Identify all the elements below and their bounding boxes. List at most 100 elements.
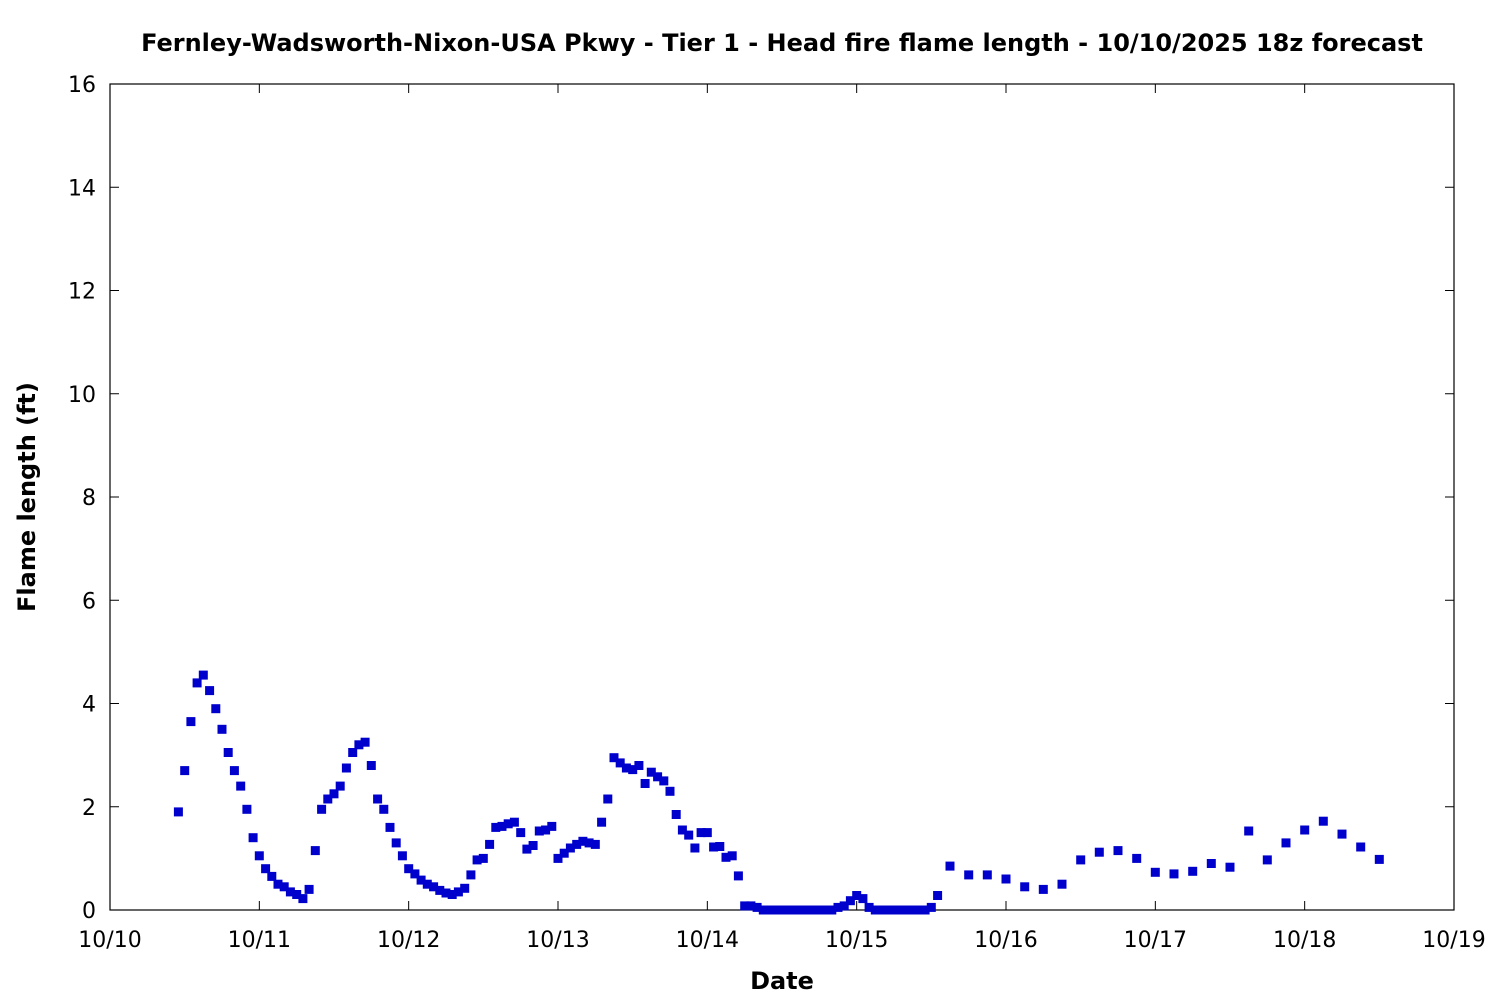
data-point <box>603 794 613 804</box>
x-tick-label: 10/18 <box>1273 928 1336 953</box>
data-point <box>653 772 663 782</box>
data-point <box>796 905 806 915</box>
data-point <box>702 828 712 838</box>
data-point <box>858 894 868 904</box>
data-point <box>1001 874 1011 884</box>
data-point <box>323 794 333 804</box>
data-point <box>360 737 370 747</box>
data-point <box>1169 869 1179 879</box>
data-point <box>460 883 470 893</box>
y-tick-label: 4 <box>82 693 96 718</box>
data-point <box>789 905 799 915</box>
data-point <box>677 825 687 835</box>
data-point <box>329 789 339 799</box>
data-point <box>665 786 675 796</box>
data-point <box>1057 879 1067 889</box>
data-point <box>254 851 264 861</box>
data-point <box>715 842 725 851</box>
data-point <box>373 794 383 804</box>
data-point <box>584 838 594 848</box>
y-tick-label: 0 <box>82 899 96 924</box>
data-point <box>341 763 351 773</box>
data-point <box>621 763 631 773</box>
data-point <box>634 761 644 770</box>
data-point <box>205 686 215 696</box>
data-point <box>522 844 532 854</box>
data-point <box>709 842 719 852</box>
data-point <box>964 870 974 880</box>
data-point <box>1020 882 1030 892</box>
data-point <box>1300 825 1310 835</box>
data-point <box>534 826 544 836</box>
y-tick-label: 8 <box>82 486 96 511</box>
data-point <box>945 861 955 871</box>
data-point <box>211 704 221 714</box>
data-point <box>285 887 295 897</box>
data-point <box>441 888 451 898</box>
y-axis-label: Flame length (ft) <box>13 382 41 612</box>
data-point <box>1150 867 1160 877</box>
data-point <box>889 905 899 915</box>
data-point <box>273 879 283 889</box>
x-axis-label: Date <box>750 967 814 995</box>
data-point <box>901 905 911 915</box>
data-point <box>821 905 831 915</box>
data-point <box>509 817 519 827</box>
data-point <box>640 779 650 788</box>
data-point <box>1188 866 1198 876</box>
data-point <box>833 902 843 912</box>
data-point <box>777 905 787 915</box>
data-point <box>615 758 625 768</box>
data-point <box>758 905 768 915</box>
data-point <box>852 891 862 900</box>
data-point <box>516 828 526 838</box>
data-point <box>242 804 252 814</box>
data-point <box>503 819 513 829</box>
data-point <box>870 905 880 915</box>
data-point <box>684 830 694 840</box>
y-tick-label: 12 <box>68 280 96 305</box>
data-point <box>814 905 824 915</box>
data-point <box>485 839 495 849</box>
data-point <box>783 905 793 915</box>
data-point <box>839 901 849 911</box>
data-point <box>541 825 551 835</box>
data-point <box>292 890 302 899</box>
data-point <box>422 879 432 889</box>
data-point <box>304 884 314 894</box>
data-point <box>926 902 936 912</box>
chart-title: Fernley-Wadsworth-Nixon-USA Pkwy - Tier … <box>141 29 1423 57</box>
data-point <box>429 882 439 892</box>
data-point <box>173 807 183 817</box>
data-point <box>1337 829 1347 839</box>
data-point <box>802 905 812 915</box>
data-point <box>298 894 308 904</box>
data-point <box>180 766 190 776</box>
data-point <box>733 871 743 881</box>
data-point <box>845 896 855 906</box>
data-point <box>690 843 700 853</box>
data-point <box>727 851 737 861</box>
data-point <box>982 870 992 880</box>
data-point <box>883 905 893 915</box>
data-point <box>1132 853 1142 863</box>
data-point <box>1356 842 1366 852</box>
data-point <box>1225 862 1235 872</box>
data-point <box>553 853 563 863</box>
data-point <box>491 822 501 832</box>
data-point <box>628 765 638 775</box>
data-point <box>192 678 202 688</box>
data-point <box>198 670 208 680</box>
data-point <box>317 804 327 814</box>
data-point <box>572 839 582 849</box>
data-point <box>908 905 918 915</box>
data-point <box>472 855 482 865</box>
data-point <box>223 748 233 757</box>
x-tick-label: 10/17 <box>1124 928 1187 953</box>
data-point <box>895 905 905 915</box>
data-point <box>217 724 227 734</box>
data-point <box>447 890 457 899</box>
data-point <box>864 902 874 912</box>
data-point <box>721 852 731 862</box>
